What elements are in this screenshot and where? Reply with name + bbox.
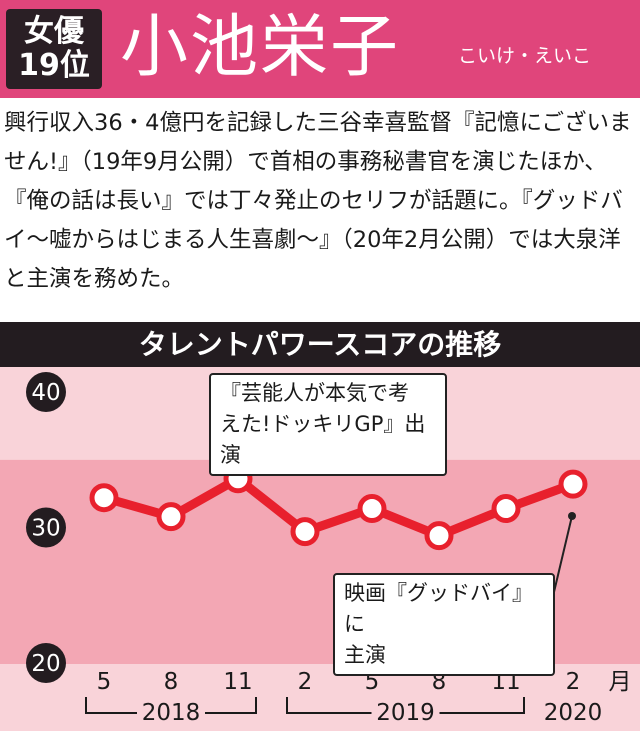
- x-tick-label-3: 2: [298, 669, 313, 695]
- annotation-goodbye-line2: 主演: [344, 643, 386, 667]
- y-tick-badge-30: [26, 507, 66, 548]
- x-tick-label-7: 2: [566, 669, 581, 695]
- profile-description: 興行収入36・4億円を記録した三谷幸喜監督『記憶にございません!』（19年9月公…: [4, 110, 632, 292]
- data-point-7: [558, 469, 588, 499]
- x-tick-label-1: 8: [164, 669, 179, 695]
- header-banner: 女優 19位 小池栄子 こいけ・えいこ: [0, 0, 640, 98]
- rank-position: 19位: [18, 48, 90, 83]
- data-point-6: [491, 494, 521, 524]
- annotation-goodbye-line1: 映画『グッドバイ』に: [344, 581, 533, 636]
- data-point-3: [290, 517, 320, 547]
- person-name: 小池栄子: [120, 8, 401, 87]
- y-tick-label-30: 30: [31, 516, 60, 542]
- chart-title: タレントパワースコアの推移: [138, 328, 502, 361]
- annotation-goodbye: 映画『グッドバイ』に 主演: [333, 573, 555, 676]
- data-point-0: [89, 483, 119, 513]
- y-tick-badge-40: [26, 372, 66, 412]
- y-tick-label-40: 40: [31, 380, 60, 406]
- year-label-2018: 2018: [142, 700, 201, 726]
- year-label-2019: 2019: [376, 700, 435, 726]
- year-bracket-0: [85, 697, 257, 714]
- x-tick-label-0: 5: [97, 669, 112, 695]
- year-label-2020: 2020: [544, 700, 603, 726]
- y-tick-badge-20: [26, 643, 66, 683]
- x-unit-label: 月: [609, 669, 632, 695]
- rank-badge: 女優 19位: [6, 9, 102, 89]
- leader-goodbye-dot: [568, 512, 576, 520]
- y-tick-label-20: 20: [31, 651, 60, 677]
- chart-title-bar: タレントパワースコアの推移: [0, 322, 640, 367]
- rank-category: 女優: [24, 14, 84, 49]
- name-reading: こいけ・えいこ: [458, 45, 592, 67]
- data-point-1: [156, 502, 186, 532]
- annotation-dokkiri: 『芸能人が本気で考 えた!ドッキリGP』出演: [209, 373, 447, 476]
- y-axis-ticks: 20 30 40: [26, 372, 66, 683]
- data-point-5: [424, 521, 454, 551]
- annotation-dokkiri-line2: えた!ドッキリGP』出演: [220, 412, 426, 467]
- data-point-4: [357, 494, 387, 524]
- year-bracket-1: [286, 697, 525, 714]
- leader-goodbye: [553, 515, 573, 593]
- x-tick-label-2: 11: [223, 669, 252, 695]
- annotation-dokkiri-line1: 『芸能人が本気で考: [220, 381, 409, 405]
